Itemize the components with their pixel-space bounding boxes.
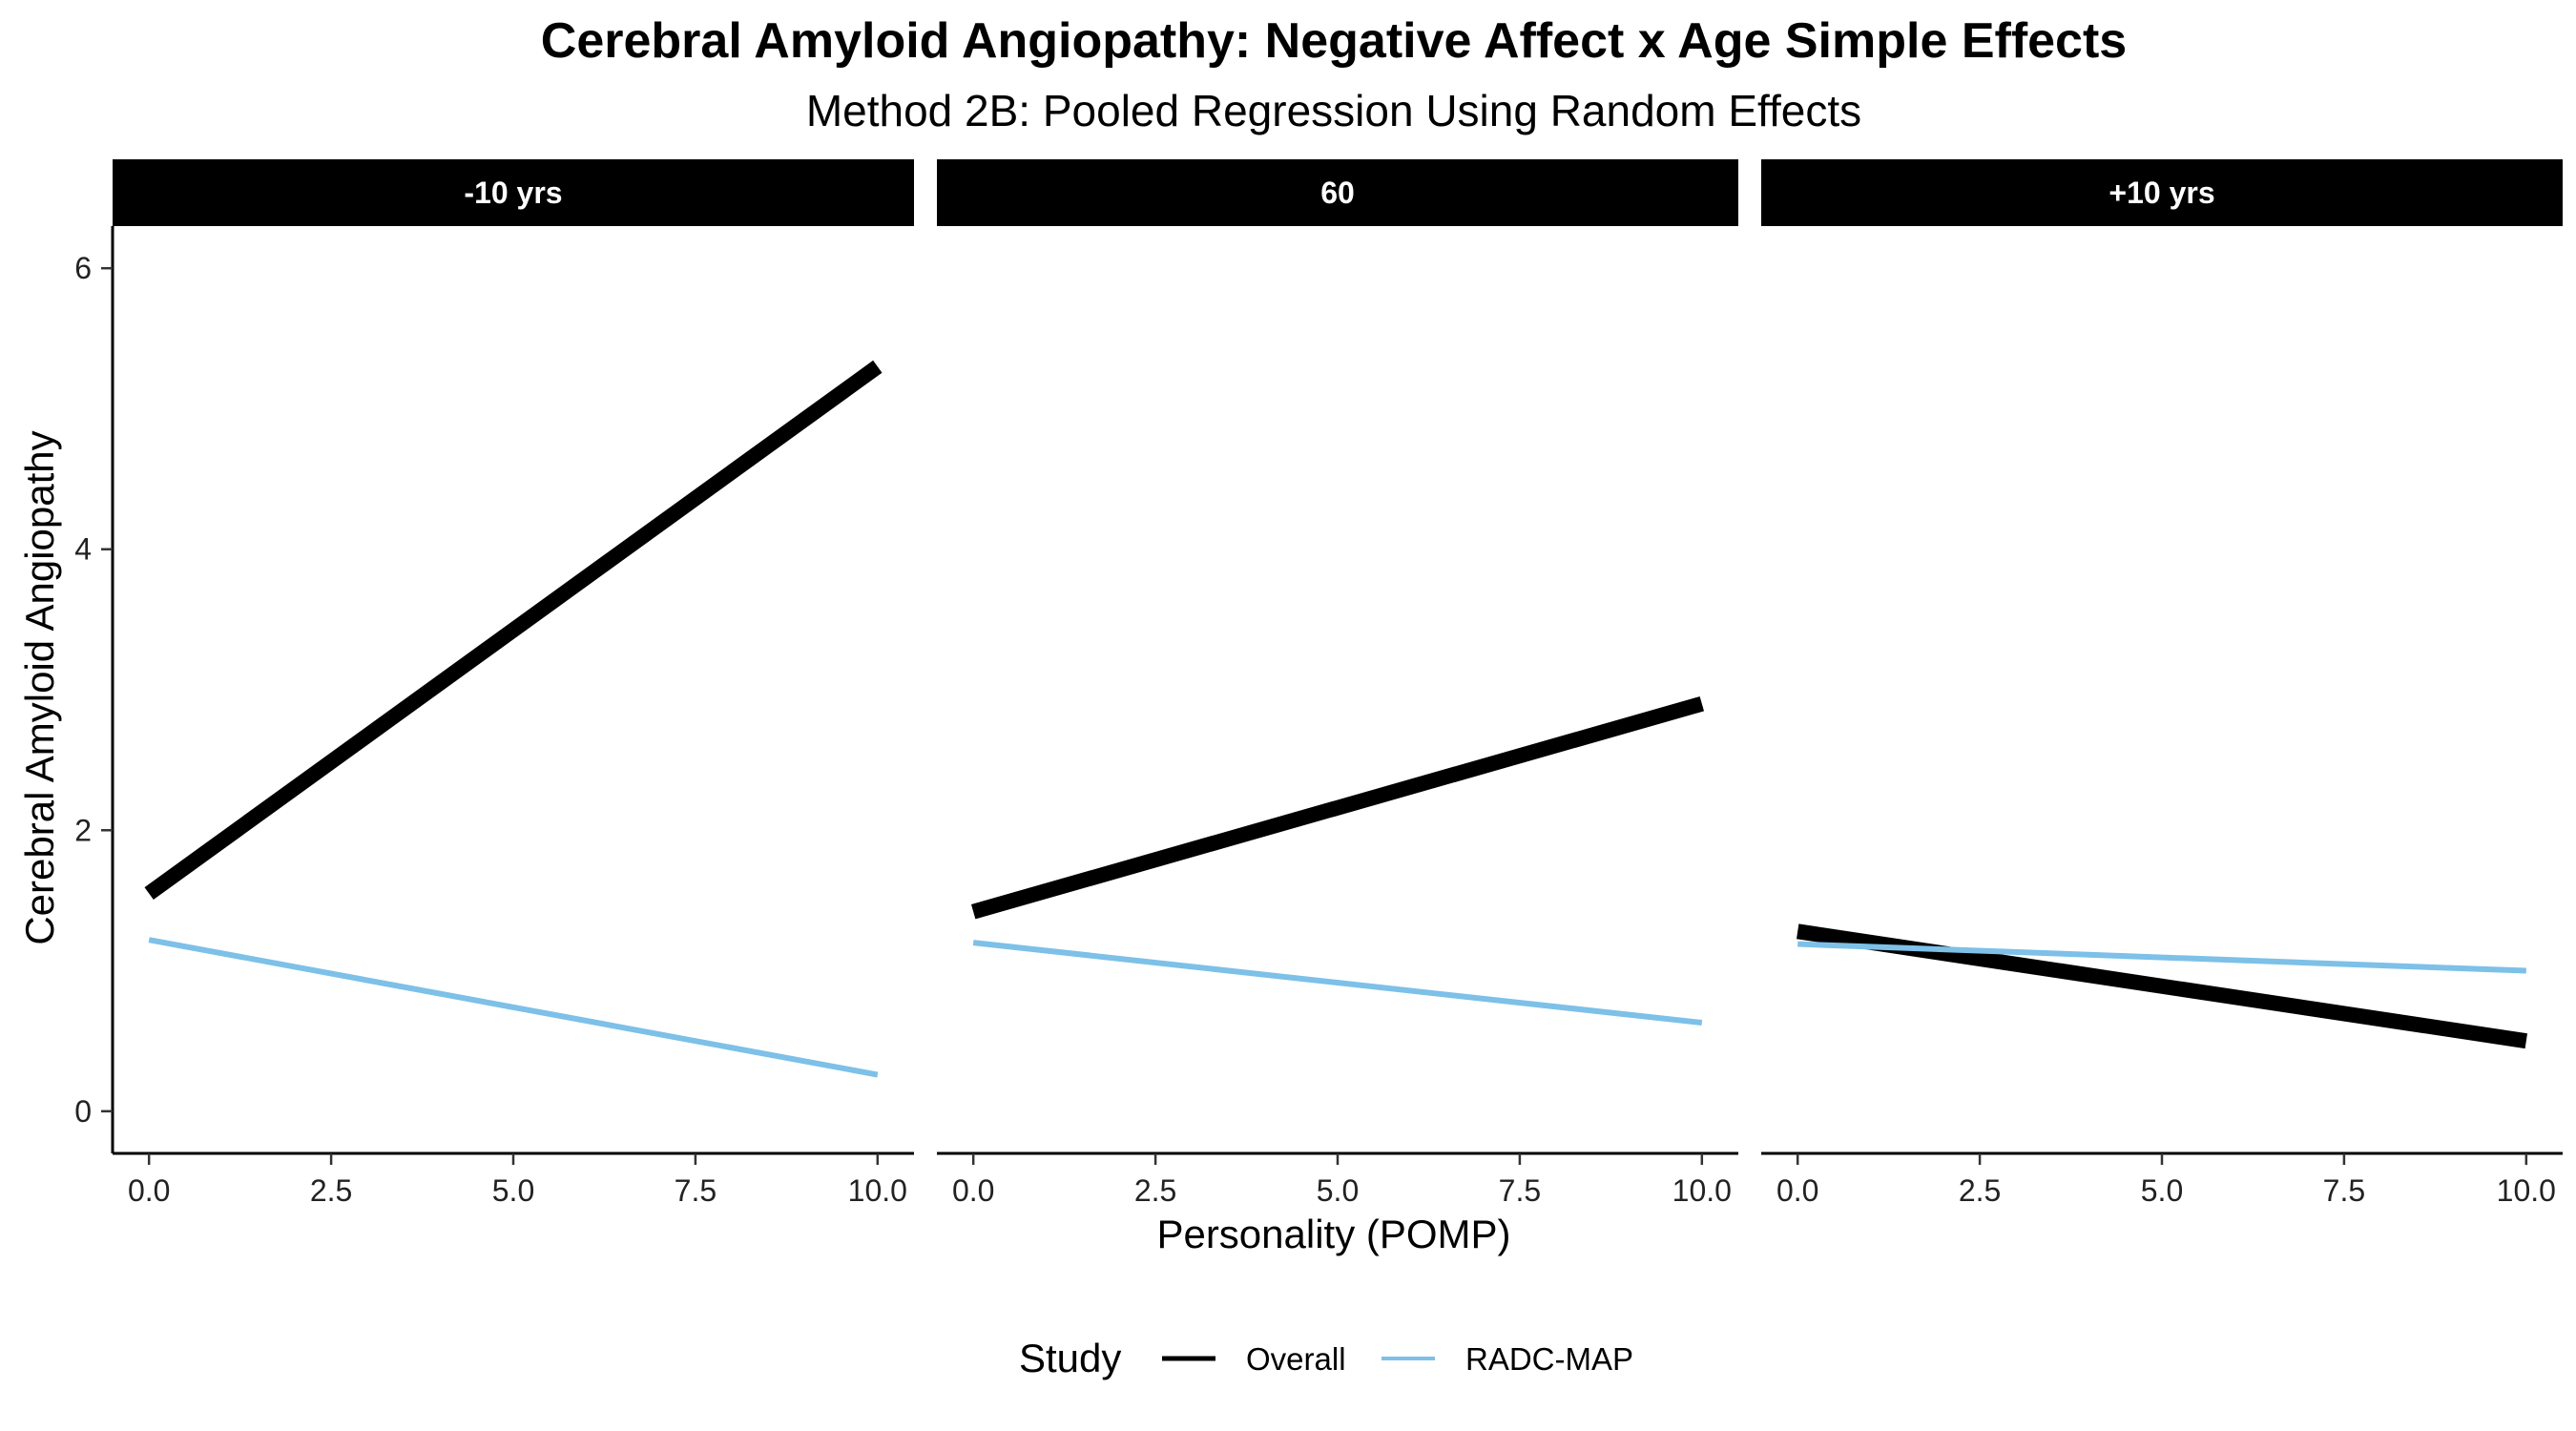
x-tick-label: 2.5: [1134, 1173, 1176, 1208]
x-tick-label: 5.0: [2141, 1173, 2183, 1208]
facet-strip: [1761, 159, 2563, 226]
y-tick-label: 0: [74, 1094, 92, 1129]
chart-subtitle: Method 2B: Pooled Regression Using Rando…: [806, 86, 1861, 135]
y-tick-label: 6: [74, 251, 92, 285]
facet-strip: [937, 159, 1738, 226]
legend-entries: Overall RADC-MAP: [1162, 1341, 1633, 1377]
x-tick-label: 5.0: [1317, 1173, 1359, 1208]
chart-title: Cerebral Amyloid Angiopathy: Negative Af…: [541, 13, 2127, 69]
legend-label: RADC-MAP: [1465, 1341, 1633, 1377]
x-tick-label: 2.5: [1959, 1173, 2001, 1208]
x-tick-label: 7.5: [675, 1173, 717, 1208]
x-tick-label: 0.0: [952, 1173, 994, 1208]
legend: Study Overall RADC-MAP: [1019, 1336, 1633, 1380]
x-tick-label: 10.0: [2497, 1173, 2556, 1208]
series-line-overall: [970, 696, 1705, 920]
x-tick-label: 5.0: [492, 1173, 534, 1208]
y-tick-label: 2: [74, 813, 92, 847]
x-tick-label: 7.5: [2323, 1173, 2365, 1208]
y-tick-label: 4: [74, 532, 92, 567]
series-line-radc-map: [1797, 941, 2526, 974]
x-tick-label: 0.0: [1776, 1173, 1818, 1208]
series-line-radc-map: [972, 940, 1703, 1027]
series-line-overall: [144, 360, 883, 901]
series-line-radc-map: [148, 937, 879, 1078]
facet-strip: [113, 159, 914, 226]
x-tick-label: 7.5: [1499, 1173, 1541, 1208]
x-tick-label: 10.0: [848, 1173, 907, 1208]
facet-panel-2: 60 0.0 2.5 5.0 7.5 10.0: [937, 159, 1738, 1208]
x-tick-label: 10.0: [1672, 1173, 1732, 1208]
x-tick-label: 0.0: [128, 1173, 170, 1208]
facet-strip-label: +10 yrs: [2109, 176, 2214, 210]
facet-strip-label: -10 yrs: [464, 176, 562, 210]
facet-panel-1: -10 yrs 0.0 2.5 5.0 7.5 10.0 0 2 4 6: [74, 159, 914, 1208]
facet-panel-3: +10 yrs 0.0 2.5 5.0 7.5 10.0: [1761, 159, 2563, 1208]
facet-strip-label: 60: [1320, 176, 1355, 210]
legend-title: Study: [1019, 1336, 1121, 1380]
legend-label: Overall: [1246, 1341, 1346, 1377]
y-axis-title: Cerebral Amyloid Angiopathy: [17, 430, 62, 944]
facet-panels: -10 yrs 0.0 2.5 5.0 7.5 10.0 0 2 4 6 60 0.0 2.5 5.0 7.…: [74, 159, 2563, 1208]
x-axis-title: Personality (POMP): [1156, 1212, 1510, 1256]
x-tick-label: 2.5: [310, 1173, 352, 1208]
